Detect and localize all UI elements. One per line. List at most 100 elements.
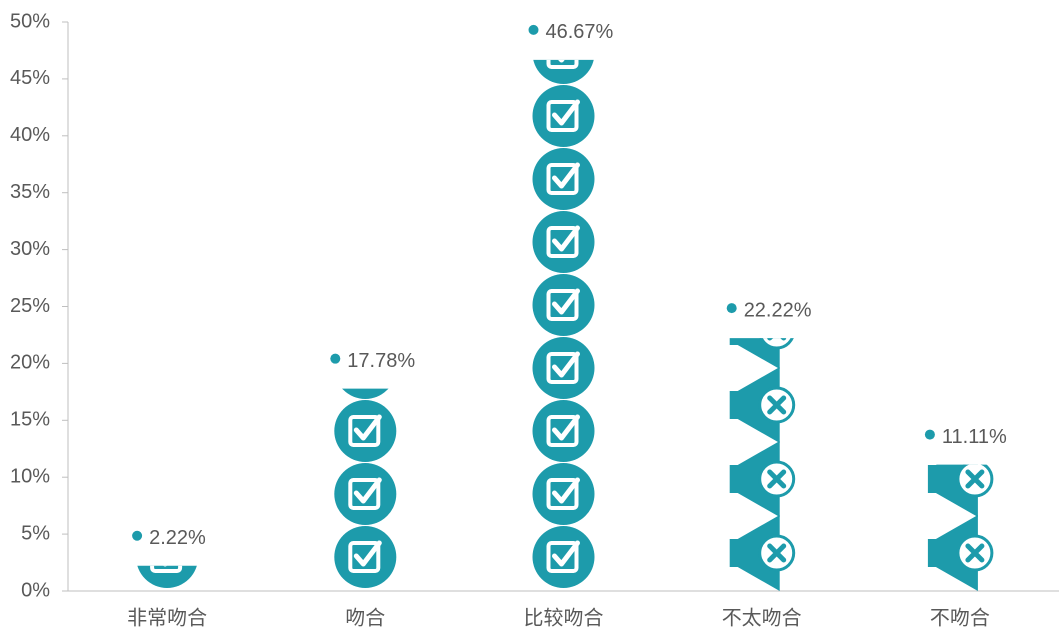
y-tick-label: 40% xyxy=(10,124,50,146)
icon-circle xyxy=(136,463,198,525)
pictogram-bar xyxy=(532,0,595,588)
x-tick-label: 吻合 xyxy=(345,606,385,629)
pictogram-bar xyxy=(729,219,796,591)
cross-icon xyxy=(729,338,794,369)
check-icon xyxy=(533,0,595,21)
cross-icon xyxy=(927,464,994,517)
icon-x xyxy=(965,543,985,563)
icon-check xyxy=(353,477,382,504)
icon-box xyxy=(546,163,579,195)
icon-box xyxy=(546,478,579,510)
check-icon xyxy=(342,388,389,399)
label-icon xyxy=(726,303,737,314)
icon-x xyxy=(965,469,985,489)
icon-horn xyxy=(729,515,780,591)
icon-circle xyxy=(532,148,595,210)
check-icon xyxy=(532,526,595,588)
y-tick-label: 25% xyxy=(10,295,50,317)
check-icon xyxy=(334,274,396,336)
icon-circle xyxy=(532,526,595,588)
check-icon xyxy=(532,400,595,462)
check-icon xyxy=(334,526,397,588)
icon-circle xyxy=(760,240,794,274)
icon-check xyxy=(353,414,382,441)
icon-x xyxy=(767,469,787,489)
icon-box xyxy=(150,565,183,573)
cross-icon xyxy=(729,367,796,443)
cross-icon xyxy=(927,515,994,591)
icon-box xyxy=(546,289,579,321)
data-label: 11.11% xyxy=(942,426,1007,448)
icon-box xyxy=(546,226,579,258)
icon-x xyxy=(767,543,787,563)
y-tick-label: 10% xyxy=(10,465,50,487)
icon-circle xyxy=(532,400,595,462)
label-icon xyxy=(924,429,935,440)
icon-x xyxy=(770,250,784,264)
y-tick-label: 35% xyxy=(10,181,50,203)
icon-check xyxy=(552,477,580,504)
y-tick-label: 15% xyxy=(10,409,50,431)
icon-circle xyxy=(334,274,396,336)
icon-box xyxy=(348,478,381,510)
data-label: 22.22% xyxy=(744,299,812,321)
cross-icon xyxy=(730,219,794,295)
icon-box xyxy=(152,480,180,508)
check-icon xyxy=(532,211,595,273)
icon-check xyxy=(353,540,382,567)
y-tick-label: 45% xyxy=(10,67,50,89)
icon-horn xyxy=(730,219,780,295)
label-icon xyxy=(330,353,341,364)
icon-box xyxy=(546,541,579,573)
icon-box xyxy=(546,59,579,69)
icon-check xyxy=(552,414,580,441)
icon-check xyxy=(158,480,181,501)
icon-check xyxy=(356,291,379,312)
check-icon xyxy=(137,565,197,588)
y-tick-label: 20% xyxy=(10,352,50,374)
icon-x xyxy=(767,395,787,415)
check-icon xyxy=(532,337,595,399)
icon-circle xyxy=(334,400,397,462)
y-tick-label: 0% xyxy=(21,579,50,601)
icon-circle xyxy=(334,463,397,525)
icon-circle xyxy=(533,0,595,21)
icon-check xyxy=(552,540,580,567)
icon-box xyxy=(348,541,381,573)
icon-box xyxy=(546,415,579,447)
check-icon xyxy=(533,59,594,84)
icon-circle xyxy=(342,388,389,399)
pictogram-bar xyxy=(334,274,397,588)
icon-circle xyxy=(532,337,595,399)
x-tick-label: 非常吻合 xyxy=(127,606,207,629)
cross-icon xyxy=(729,515,796,591)
icon-check xyxy=(552,162,580,189)
icon-circle xyxy=(532,274,595,336)
label-icon xyxy=(132,530,143,541)
icon-check xyxy=(558,59,565,63)
icon-horn xyxy=(927,515,978,591)
check-icon xyxy=(532,85,595,147)
icon-circle xyxy=(532,211,595,273)
x-tick-label: 不吻合 xyxy=(930,606,990,629)
icon-box xyxy=(546,100,579,132)
icon-circle xyxy=(958,388,992,422)
x-tick-label: 不太吻合 xyxy=(722,606,802,629)
cross-icon xyxy=(729,441,796,517)
data-label: 17.78% xyxy=(347,350,415,372)
icon-check xyxy=(552,351,580,378)
icon-check xyxy=(552,288,580,315)
check-icon xyxy=(334,463,397,525)
icon-check xyxy=(552,225,580,252)
check-icon xyxy=(136,463,198,525)
icon-circle xyxy=(759,338,794,350)
pictogram-bar xyxy=(927,388,994,591)
icon-box xyxy=(348,415,381,447)
icon-horn xyxy=(729,367,780,443)
icon-x xyxy=(968,398,982,412)
check-icon xyxy=(532,274,595,336)
data-label: 46.67% xyxy=(546,21,614,43)
icon-box xyxy=(350,291,378,319)
icon-circle xyxy=(532,85,595,147)
